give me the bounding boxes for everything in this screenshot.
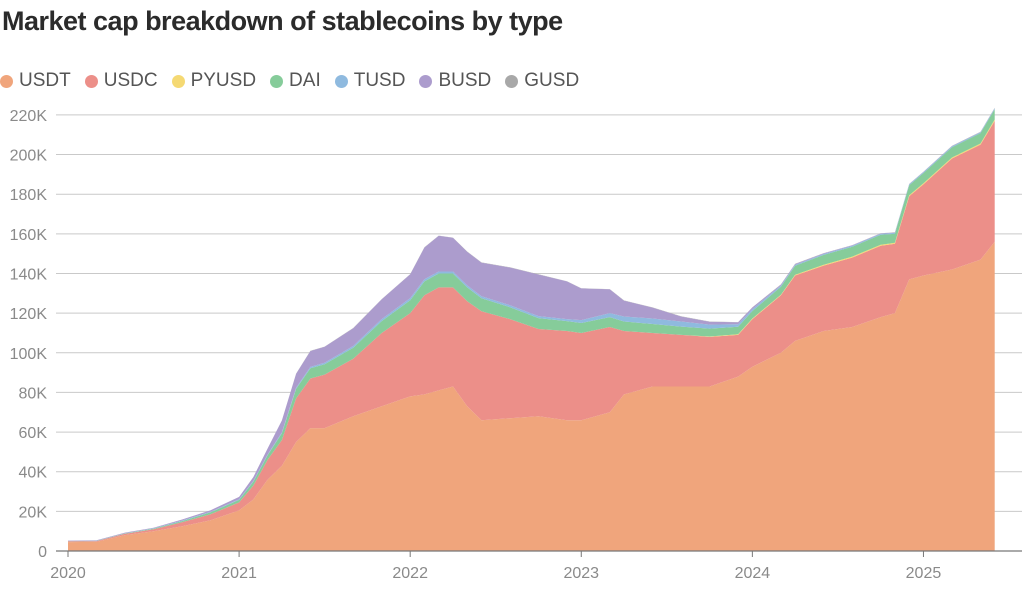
area-dai <box>68 109 995 542</box>
legend-label: GUSD <box>524 70 580 91</box>
y-tick-label: 60K <box>19 425 48 442</box>
area-series-group <box>68 107 995 552</box>
area-usdt <box>68 241 995 552</box>
legend-swatch <box>171 74 185 88</box>
y-tick-label: 120K <box>10 306 48 323</box>
chart-title: Market cap breakdown of stablecoins by t… <box>2 6 563 36</box>
legend-swatch <box>419 74 433 88</box>
legend-item-busd: BUSD <box>419 70 491 92</box>
legend-swatch <box>334 74 348 88</box>
legend-label: PYUSD <box>190 70 257 91</box>
legend-swatch <box>0 74 13 88</box>
y-tick-label: 140K <box>10 266 48 283</box>
y-tick-label: 40K <box>19 465 48 482</box>
legend-item-usdt: USDT <box>0 70 71 92</box>
legend-item-tusd: TUSD <box>334 70 406 92</box>
legend-label: USDC <box>103 70 158 91</box>
area-usdc <box>68 120 995 543</box>
legend-item-dai: DAI <box>270 70 321 92</box>
legend-label: BUSD <box>438 70 492 91</box>
y-tick-label: 100K <box>10 346 48 363</box>
legend-label: USDT <box>19 70 71 91</box>
legend-label: TUSD <box>353 70 406 91</box>
y-tick-label: 200K <box>10 148 48 165</box>
axes: 0 20K 40K 60K 80K 100K 120K 140K 160K 180K 200K 220… <box>10 108 1022 582</box>
x-tick-label: 2025 <box>906 565 942 582</box>
chart-legend: USDT USDC PYUSD DAI TUSD BUSD GUSD <box>0 68 593 94</box>
x-tick-label: 2023 <box>563 565 599 582</box>
y-tick-label: 180K <box>10 187 48 204</box>
legend-item-gusd: GUSD <box>505 70 579 92</box>
legend-item-usdc: USDC <box>84 70 158 92</box>
x-tick-label: 2020 <box>50 565 86 582</box>
y-tick-label: 0 <box>38 544 47 561</box>
legend-swatch <box>270 74 284 88</box>
x-tick-label: 2024 <box>735 565 771 582</box>
legend-item-pyusd: PYUSD <box>171 70 257 92</box>
y-tick-label: 220K <box>10 108 48 125</box>
legend-swatch <box>84 74 98 88</box>
x-tick-label: 2021 <box>221 565 257 582</box>
legend-swatch <box>505 74 519 88</box>
y-tick-label: 80K <box>19 385 48 402</box>
y-tick-label: 160K <box>10 227 48 244</box>
x-tick-label: 2022 <box>392 565 428 582</box>
y-tick-label: 20K <box>19 504 48 521</box>
legend-label: DAI <box>289 70 321 91</box>
